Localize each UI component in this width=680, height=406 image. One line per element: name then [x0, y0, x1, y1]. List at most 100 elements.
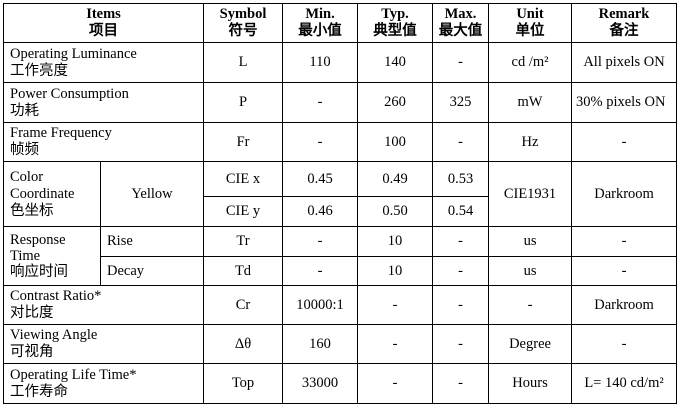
sub-item: Decay — [99, 256, 205, 286]
header-en: Symbol — [219, 6, 267, 22]
symbol: P — [203, 82, 284, 123]
unit: Degree — [488, 324, 573, 364]
symbol: L — [203, 42, 284, 83]
symbol: Top — [203, 363, 284, 404]
min: - — [282, 122, 359, 162]
item-zh: 功耗 — [10, 102, 39, 119]
max: - — [432, 324, 490, 364]
remark: Darkroom — [571, 161, 678, 227]
remark: L= 140 cd/m² — [571, 363, 678, 404]
symbol: Δθ — [203, 324, 284, 364]
unit: Hz — [488, 122, 573, 162]
max: - — [432, 285, 490, 325]
item-zh: 色坐标 — [10, 202, 54, 219]
symbol: CIE y — [203, 196, 284, 227]
header-en: Items — [86, 6, 121, 22]
remark: 30% pixels ON — [571, 82, 678, 123]
header-zh: 最小值 — [298, 23, 342, 39]
min: 0.46 — [282, 196, 359, 227]
header-cell: Remark 备注 — [571, 3, 678, 43]
max: 0.53 — [432, 161, 490, 197]
remark: - — [571, 122, 678, 162]
row: Color Coordinate 色坐标 Yellow CIE x 0.45 0.… — [3, 161, 678, 227]
unit: CIE1931 — [488, 161, 573, 227]
header-cell: Typ. 典型值 — [357, 3, 434, 43]
sub-item: Rise — [99, 226, 205, 257]
header-en: Max. — [444, 6, 477, 22]
header-en: Unit — [516, 6, 544, 22]
remark: Darkroom — [571, 285, 678, 325]
max: - — [432, 226, 490, 257]
typ: - — [357, 324, 434, 364]
item-cell: Response Time 响应时间 — [3, 226, 101, 286]
row: Operating Luminance 工作亮度 L 110 140 - cd /… — [2, 42, 678, 83]
header-cell: Items 项目 — [2, 3, 205, 43]
unit: mW — [488, 82, 573, 123]
item-en: Viewing Angle — [10, 327, 98, 343]
item-zh: 工作亮度 — [10, 62, 68, 79]
symbol: Cr — [203, 285, 284, 325]
header-cell: Symbol 符号 — [203, 3, 284, 43]
unit: us — [488, 226, 573, 257]
item-en: Operating Luminance — [10, 45, 137, 62]
max: - — [432, 42, 490, 83]
header-cell: Max. 最大值 — [432, 3, 490, 43]
min: 0.45 — [282, 161, 359, 197]
header-row: Items 项目 Symbol 符号 Min. 最小值 Typ. 典型值 Max. 最大值… — [2, 3, 678, 43]
remark: - — [571, 226, 678, 257]
symbol: CIE x — [203, 161, 284, 197]
item-zh: 对比度 — [10, 305, 54, 321]
unit: - — [488, 285, 573, 325]
item-cell: Power Consumption 功耗 — [2, 82, 205, 123]
typ: - — [357, 363, 434, 404]
row: Power Consumption 功耗 P - 260 325 mW 30% p… — [2, 82, 678, 123]
item-en: Power Consumption — [10, 85, 129, 102]
remark: - — [571, 324, 678, 364]
remark: All pixels ON — [571, 42, 678, 83]
header-zh: 备注 — [609, 23, 639, 39]
item-zh: 帧频 — [10, 142, 39, 158]
symbol: Td — [203, 256, 284, 286]
item-en: Operating Life Time* — [10, 366, 137, 383]
item-en: Response Time — [10, 232, 66, 264]
remark: - — [571, 256, 678, 286]
item-en: Color Coordinate — [10, 168, 75, 202]
row: Response Time 响应时间 Rise Tr - 10 - us - — [3, 226, 678, 286]
row: CIE y 0.46 0.50 0.54 — [4, 196, 677, 227]
typ: 10 — [357, 256, 434, 286]
header-cell: Min. 最小值 — [282, 3, 359, 43]
item-cell: Frame Frequency 帧频 — [2, 122, 205, 162]
typ: 260 — [357, 82, 434, 123]
item-zh: 可视角 — [10, 344, 54, 360]
typ: 10 — [357, 226, 434, 257]
typ: 0.50 — [357, 196, 434, 227]
min: 33000 — [282, 363, 359, 404]
unit: Hours — [488, 363, 573, 404]
item-cell: Viewing Angle 可视角 — [2, 324, 205, 364]
min: 10000:1 — [282, 285, 359, 325]
sub-item: Yellow — [99, 161, 205, 227]
row: Viewing Angle 可视角 Δθ 160 - - Degree - — [2, 324, 678, 364]
header-zh: 最大值 — [438, 23, 483, 39]
row: Frame Frequency 帧频 Fr - 100 - Hz - — [2, 122, 678, 162]
unit: cd /m² — [488, 42, 573, 83]
min: - — [282, 256, 359, 286]
header-zh: 项目 — [89, 23, 118, 39]
symbol: Fr — [203, 122, 284, 162]
item-zh: 响应时间 — [10, 264, 68, 280]
row: Operating Life Time* 工作寿命 Top 33000 - - H… — [2, 363, 678, 404]
unit: us — [488, 256, 573, 286]
max: - — [432, 122, 490, 162]
typ: 0.49 — [357, 161, 434, 197]
max: 0.54 — [432, 196, 490, 227]
typ: 140 — [357, 42, 434, 83]
max: - — [432, 256, 490, 286]
min: 160 — [282, 324, 359, 364]
row: Contrast Ratio* 对比度 Cr 10000:1 - - - Dark… — [2, 285, 678, 325]
item-cell: Contrast Ratio* 对比度 — [2, 285, 205, 325]
typ: - — [357, 285, 434, 325]
header-zh: 单位 — [515, 23, 545, 39]
item-en: Frame Frequency — [10, 125, 112, 141]
min: 110 — [282, 42, 359, 83]
typ: 100 — [357, 122, 434, 162]
